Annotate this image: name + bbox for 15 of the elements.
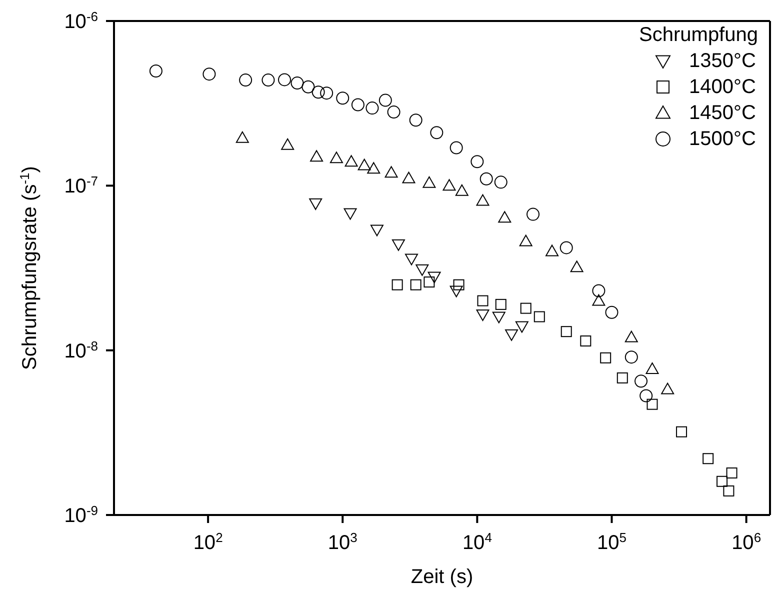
x-tick-label: 10$^{5}$ bbox=[597, 530, 626, 554]
legend-label: 1350°C bbox=[689, 49, 756, 74]
x-tick-label: 10$^{2}$ bbox=[193, 530, 223, 554]
x-axis-title: Zeit (s) bbox=[410, 566, 474, 588]
legend-label: 1500°C bbox=[689, 127, 756, 152]
x-tick-label: 10$^{4}$ bbox=[462, 530, 492, 554]
legend-title: Schrumpfung bbox=[639, 23, 758, 48]
y-tick-label: 10$^{-7}$ bbox=[64, 173, 98, 198]
legend-label: 1450°C bbox=[689, 101, 756, 126]
y-tick-label: 10$^{-8}$ bbox=[64, 338, 98, 362]
legend-label: 1400°C bbox=[689, 75, 756, 100]
y-tick-label: 10$^{-9}$ bbox=[64, 502, 98, 527]
x-tick-label: 10$^{3}$ bbox=[328, 530, 358, 554]
y-tick-label: 10$^{-6}$ bbox=[64, 8, 98, 33]
x-tick-label: 10$^{6}$ bbox=[732, 530, 762, 554]
